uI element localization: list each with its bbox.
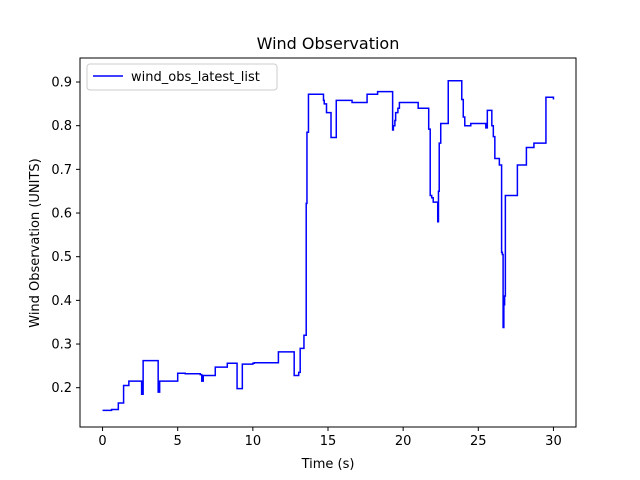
y-tick-label: 0.3 (51, 338, 72, 353)
x-tick-label: 5 (174, 434, 182, 449)
legend-box (86, 63, 278, 91)
x-tick-label: 0 (98, 434, 106, 449)
y-tick-label: 0.2 (51, 381, 72, 396)
x-tick-label: 10 (245, 434, 262, 449)
y-tick-label: 0.8 (51, 119, 72, 134)
y-axis-label: Wind Observation (UNITS) (28, 158, 43, 328)
series-line-0 (102, 79, 555, 412)
legend-label: wind_obs_latest_list (131, 70, 260, 85)
y-tick-label: 0.9 (51, 76, 72, 91)
y-axis: 0.2 0.3 0.4 0.5 0.6 0.7 0.8 0.9 (51, 76, 80, 396)
x-tick-label: 25 (470, 434, 487, 449)
y-tick-label: 0.6 (51, 207, 72, 222)
x-axis: 0 5 10 15 20 25 30 (98, 427, 562, 449)
series-group (102, 79, 555, 412)
x-tick-label: 20 (395, 434, 412, 449)
x-tick-label: 30 (545, 434, 562, 449)
chart-title: Wind Observation (257, 34, 400, 53)
y-tick-label: 0.4 (51, 294, 72, 309)
y-tick-label: 0.7 (51, 163, 72, 178)
y-tick-label: 0.5 (51, 250, 72, 265)
legend: wind_obs_latest_list (86, 63, 278, 91)
x-axis-label: Time (s) (301, 457, 355, 472)
x-tick-label: 15 (320, 434, 337, 449)
